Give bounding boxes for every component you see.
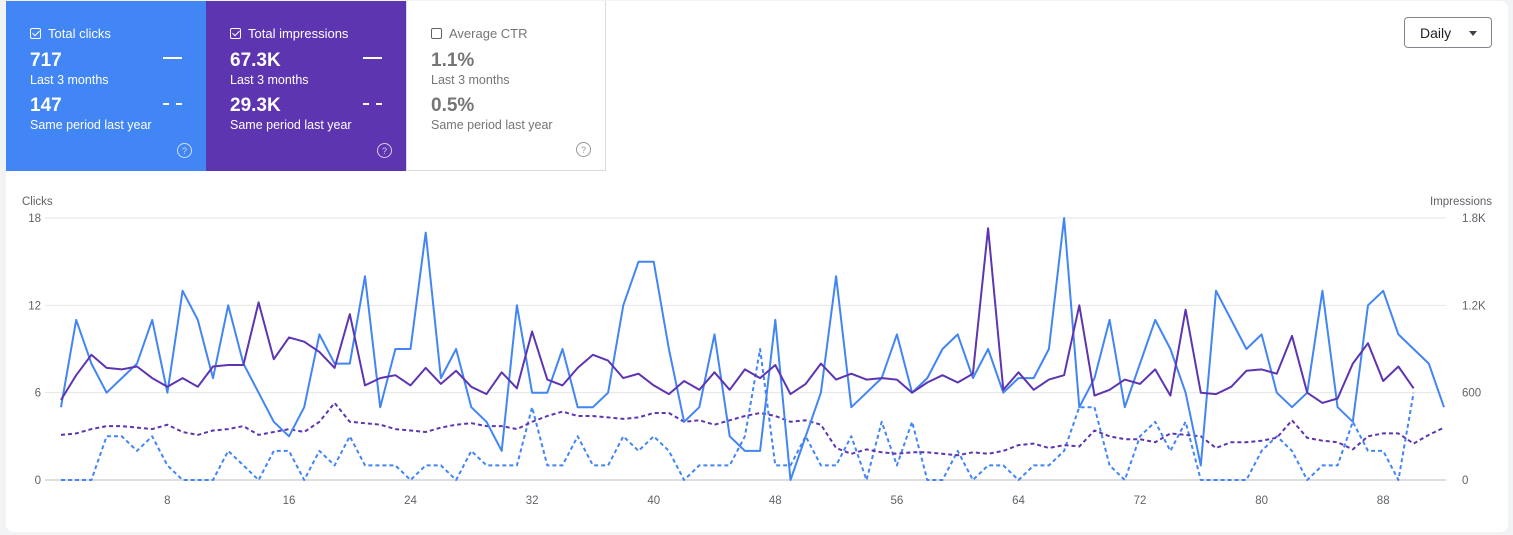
x-axis-tick: 40 xyxy=(647,495,660,507)
right-axis-tick: 600 xyxy=(1462,388,1481,400)
dashed-line-legend-icon xyxy=(163,103,182,105)
help-icon[interactable]: ? xyxy=(177,143,192,158)
clicks-prev-period: Same period last year xyxy=(30,118,152,132)
x-axis-tick: 56 xyxy=(890,495,903,507)
clicks-period: Last 3 months xyxy=(30,73,109,87)
card-label: Total impressions xyxy=(248,25,349,41)
impressions-period: Last 3 months xyxy=(230,73,309,87)
impressions-prev-value: 29.3K xyxy=(230,95,281,116)
right-axis-tick: 1.8K xyxy=(1462,213,1486,225)
solid-line-legend-icon xyxy=(163,57,182,59)
series-line-clicks xyxy=(60,217,1445,481)
x-axis-tick: 24 xyxy=(404,495,417,507)
left-axis-tick: 12 xyxy=(28,300,41,312)
clicks-value: 717 xyxy=(30,50,62,71)
dropdown-arrow-icon xyxy=(1469,31,1477,36)
ctr-prev-period: Same period last year xyxy=(431,118,553,132)
card-header: Total impressions xyxy=(230,25,406,41)
dashed-line-legend-icon xyxy=(363,103,382,105)
ctr-period: Last 3 months xyxy=(431,73,510,87)
x-axis-tick: 8 xyxy=(164,495,170,507)
card-header: Average CTR xyxy=(431,25,605,41)
right-axis-tick: 1.2K xyxy=(1462,300,1486,312)
left-axis-tick: 0 xyxy=(35,475,41,487)
x-axis-tick: 72 xyxy=(1134,495,1147,507)
impressions-value: 67.3K xyxy=(230,50,281,71)
card-label: Average CTR xyxy=(449,25,528,41)
x-axis-tick: 80 xyxy=(1255,495,1268,507)
average-ctr-card[interactable]: Average CTR 1.1% Last 3 months 0.5% Same… xyxy=(406,1,606,171)
right-axis-tick: 0 xyxy=(1462,475,1468,487)
impressions-prev-period: Same period last year xyxy=(230,118,352,132)
x-axis-tick: 64 xyxy=(1012,495,1025,507)
checkbox-icon[interactable] xyxy=(431,27,442,39)
help-icon[interactable]: ? xyxy=(576,142,591,157)
granularity-dropdown[interactable]: Daily xyxy=(1404,17,1492,48)
ctr-prev-value: 0.5% xyxy=(431,95,475,116)
x-axis-tick: 48 xyxy=(769,495,782,507)
series-line-impressions xyxy=(60,227,1415,404)
card-header: Total clicks xyxy=(30,25,206,41)
total-impressions-card[interactable]: Total impressions 67.3K Last 3 months 29… xyxy=(206,1,406,171)
clicks-prev-value: 147 xyxy=(30,95,62,116)
ctr-value: 1.1% xyxy=(431,50,475,71)
checkbox-icon[interactable] xyxy=(230,27,241,39)
card-label: Total clicks xyxy=(48,25,111,41)
x-axis-tick: 16 xyxy=(283,495,296,507)
solid-line-legend-icon xyxy=(363,57,382,59)
total-clicks-card[interactable]: Total clicks 717 Last 3 months 147 Same … xyxy=(6,1,206,171)
left-axis-tick: 18 xyxy=(28,213,41,225)
x-axis-tick: 88 xyxy=(1377,495,1390,507)
left-axis-tick: 6 xyxy=(35,388,41,400)
performance-panel: Total clicks 717 Last 3 months 147 Same … xyxy=(6,1,1508,532)
x-axis-tick: 32 xyxy=(526,495,539,507)
help-icon[interactable]: ? xyxy=(377,143,392,158)
granularity-label: Daily xyxy=(1420,24,1452,41)
checkbox-icon[interactable] xyxy=(30,27,41,39)
right-axis-label: Impressions xyxy=(1430,196,1492,208)
left-axis-label: Clicks xyxy=(22,196,53,208)
series-line-clicks_prev xyxy=(61,348,1415,481)
